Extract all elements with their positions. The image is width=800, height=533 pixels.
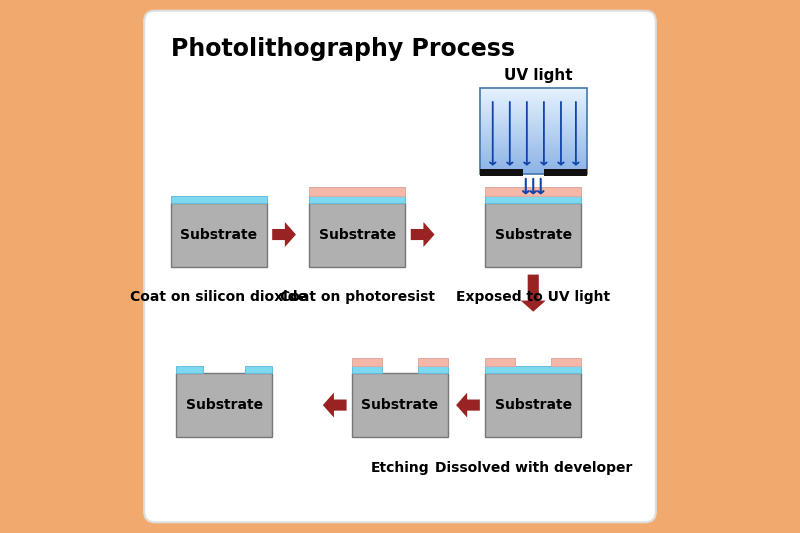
Bar [246,366,272,373]
Bar [480,88,586,90]
Bar [480,132,586,134]
Text: Substrate: Substrate [186,398,262,412]
Bar [480,159,586,162]
Bar [480,165,586,167]
Bar [480,163,586,165]
Bar [310,187,406,196]
Text: Substrate: Substrate [494,228,572,241]
Bar [480,131,586,133]
Bar [480,148,586,150]
Bar [171,203,266,266]
Bar [480,110,586,112]
Text: Substrate: Substrate [494,398,572,412]
FancyBboxPatch shape [144,11,656,522]
Bar [480,156,586,158]
Bar [551,358,582,366]
Bar [480,108,586,111]
Bar [480,102,586,104]
Bar [310,203,406,266]
Bar [486,203,582,266]
Bar [480,161,586,164]
Bar [480,96,586,99]
Bar [480,149,586,151]
Bar [480,122,586,124]
Bar [480,90,586,92]
Bar [171,196,266,203]
Bar [480,107,586,109]
Bar [544,168,586,176]
Bar [418,358,448,366]
Bar [480,168,586,171]
Bar [486,196,582,203]
Text: Dissolved with developer: Dissolved with developer [434,461,632,475]
Bar [480,138,586,140]
Text: Coat on photoresist: Coat on photoresist [280,290,435,304]
Bar [480,146,586,148]
Bar [480,139,586,141]
Bar [480,114,586,116]
Bar [480,93,586,95]
Bar [480,144,586,147]
Bar [480,134,586,136]
Bar [480,142,586,145]
Bar [480,117,586,119]
Bar [480,153,586,155]
Bar [480,105,586,107]
Bar [480,100,586,102]
Bar [480,124,586,126]
Bar [480,168,522,176]
Text: Photolithography Process: Photolithography Process [171,37,515,61]
Text: Substrate: Substrate [180,228,258,241]
Bar [418,366,448,373]
Bar [486,358,515,366]
Bar [480,119,586,121]
Text: Coat on silicon dioxide: Coat on silicon dioxide [130,290,307,304]
Bar [176,373,272,437]
Text: Etching: Etching [370,461,430,475]
Bar [480,151,586,154]
Text: UV light: UV light [504,68,573,83]
Bar [480,127,586,130]
Bar [176,366,203,373]
Bar [480,170,586,172]
Bar [480,129,586,131]
Bar [480,103,586,106]
Bar [480,155,586,157]
Bar [352,373,448,437]
Bar [480,88,586,174]
Bar [480,172,586,174]
Bar [486,187,582,196]
Bar [486,373,582,437]
Text: Substrate: Substrate [362,398,438,412]
Bar [480,125,586,128]
Bar [352,358,382,366]
Text: Substrate: Substrate [318,228,396,241]
Bar [480,141,586,143]
Bar [486,366,582,373]
Text: Exposed to UV light: Exposed to UV light [456,290,610,304]
Bar [480,112,586,114]
Bar [480,136,586,138]
Bar [480,115,586,117]
Bar [480,91,586,94]
Bar [480,95,586,97]
Bar [310,196,406,203]
Bar [480,166,586,168]
Bar [480,158,586,160]
Bar [352,366,382,373]
Bar [480,120,586,123]
Bar [480,98,586,100]
